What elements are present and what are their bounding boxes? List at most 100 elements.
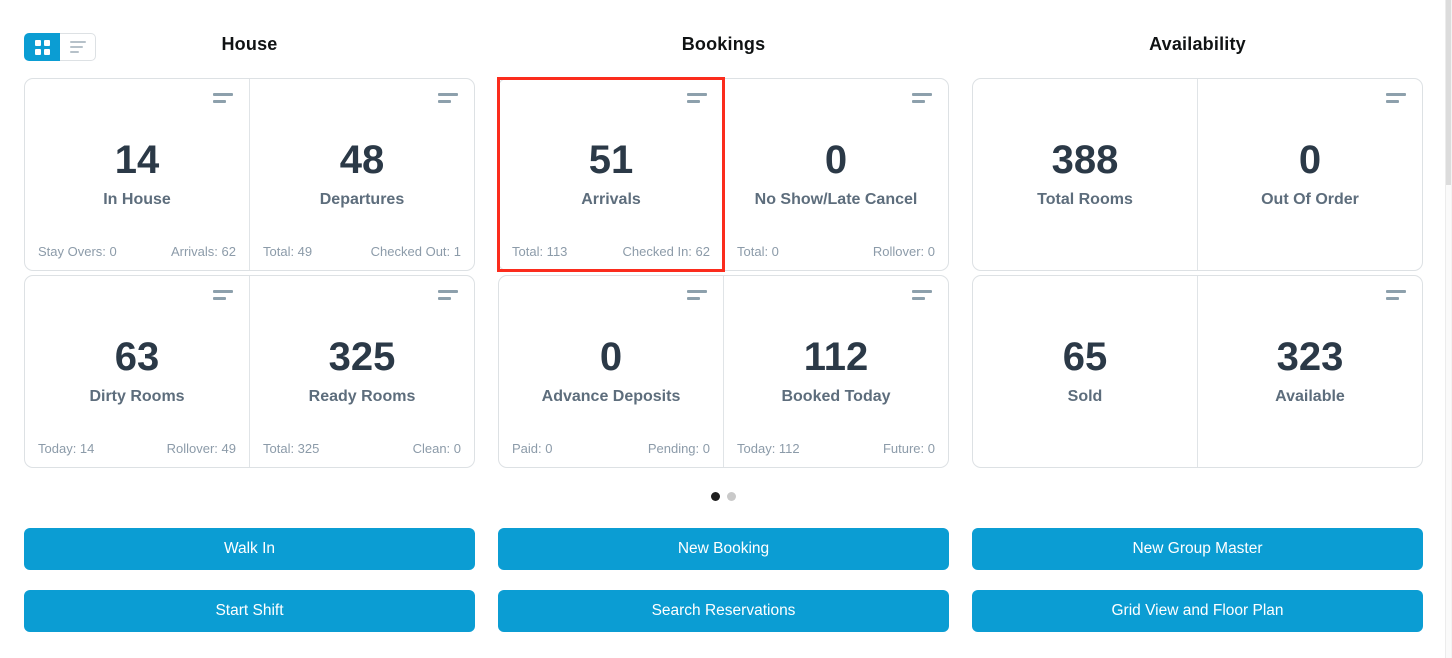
stat-footer: Stay Overs: 0 Arrivals: 62: [38, 244, 236, 259]
stat-card-sold[interactable]: 65 Sold: [973, 276, 1198, 467]
stat-footer-right: Rollover: 49: [166, 441, 236, 456]
availability-row-2: 65 Sold 323 Available: [972, 275, 1423, 468]
bookings-row-1: 51 Arrivals Total: 113 Checked In: 62 0 …: [497, 77, 949, 272]
stat-label: Sold: [1067, 388, 1103, 405]
stat-footer: Today: 14 Rollover: 49: [38, 441, 236, 456]
stat-value: 388: [1051, 138, 1119, 182]
panel-house: 14 In House Stay Overs: 0 Arrivals: 62 4…: [24, 78, 475, 468]
stat-footer: Today: 112 Future: 0: [737, 441, 935, 456]
view-toggle: [24, 33, 96, 61]
stat-card-arrivals-selected[interactable]: 51 Arrivals Total: 113 Checked In: 62: [497, 77, 725, 272]
stat-footer-left: Stay Overs: 0: [38, 244, 117, 259]
stat-value: 51: [588, 138, 634, 182]
stat-card-advance-deposits[interactable]: 0 Advance Deposits Paid: 0 Pending: 0: [499, 276, 724, 467]
new-booking-button[interactable]: New Booking: [498, 528, 949, 570]
card-menu-icon[interactable]: [438, 93, 458, 103]
stat-footer-right: Arrivals: 62: [170, 244, 236, 259]
new-group-master-button[interactable]: New Group Master: [972, 528, 1423, 570]
stat-card-available[interactable]: 323 Available: [1198, 276, 1422, 467]
grid-view-floor-plan-button[interactable]: Grid View and Floor Plan: [972, 590, 1423, 632]
stat-label: Arrivals: [581, 191, 641, 208]
stat-footer-left: Total: 49: [263, 244, 313, 259]
stat-value: 65: [1062, 335, 1108, 379]
column-title-bookings: Bookings: [681, 34, 766, 54]
card-menu-icon[interactable]: [213, 93, 233, 103]
grid-view-icon: [34, 39, 50, 55]
pagination: [24, 492, 1423, 501]
stat-footer-right: Checked Out: 1: [370, 244, 461, 259]
availability-row-1: 388 Total Rooms 0 Out Of Order: [972, 78, 1423, 271]
action-buttons: Walk In New Booking New Group Master Sta…: [24, 528, 1423, 632]
stat-footer-right: Pending: 0: [647, 441, 710, 456]
bookings-row-2: 0 Advance Deposits Paid: 0 Pending: 0 11…: [498, 275, 949, 468]
stat-value: 63: [114, 335, 160, 379]
column-titles: House Bookings Availability: [24, 34, 1423, 55]
stat-label: Booked Today: [781, 388, 891, 405]
stat-value: 323: [1276, 335, 1344, 379]
stat-footer-left: Total: 325: [263, 441, 320, 456]
list-view-icon: [69, 41, 86, 53]
stat-footer-right: Future: 0: [882, 441, 935, 456]
stat-footer-left: Total: 0: [737, 244, 779, 259]
stat-value: 48: [339, 138, 385, 182]
card-menu-icon[interactable]: [687, 93, 707, 103]
stat-label: Available: [1275, 388, 1345, 405]
stat-footer: Total: 0 Rollover: 0: [737, 244, 935, 259]
card-menu-icon[interactable]: [438, 290, 458, 300]
stat-card-total-rooms[interactable]: 388 Total Rooms: [973, 79, 1198, 270]
stat-label: Ready Rooms: [308, 388, 416, 405]
scrollbar-thumb[interactable]: [1446, 0, 1451, 185]
stat-footer: Total: 49 Checked Out: 1: [263, 244, 461, 259]
stat-footer: Total: 113 Checked In: 62: [512, 244, 710, 259]
pagination-dot-2[interactable]: [727, 492, 736, 501]
card-menu-icon[interactable]: [213, 290, 233, 300]
stat-label: Total Rooms: [1037, 191, 1133, 208]
card-menu-icon[interactable]: [687, 290, 707, 300]
stat-card-ready-rooms[interactable]: 325 Ready Rooms Total: 325 Clean: 0: [250, 276, 474, 467]
stat-footer-right: Checked In: 62: [622, 244, 710, 259]
stat-card-out-of-order[interactable]: 0 Out Of Order: [1198, 79, 1422, 270]
stat-footer-left: Total: 113: [512, 244, 568, 259]
stat-value: 14: [114, 138, 160, 182]
stat-label: Out Of Order: [1261, 191, 1359, 208]
stat-card-departures[interactable]: 48 Departures Total: 49 Checked Out: 1: [250, 79, 474, 270]
start-shift-button[interactable]: Start Shift: [24, 590, 475, 632]
stat-card-in-house[interactable]: 14 In House Stay Overs: 0 Arrivals: 62: [25, 79, 250, 270]
stat-label: No Show/Late Cancel: [754, 191, 918, 208]
stat-value: 0: [1298, 138, 1322, 182]
search-reservations-button[interactable]: Search Reservations: [498, 590, 949, 632]
walk-in-button[interactable]: Walk In: [24, 528, 475, 570]
stat-label: Dirty Rooms: [89, 388, 185, 405]
list-view-button[interactable]: [60, 33, 96, 61]
house-row-1: 14 In House Stay Overs: 0 Arrivals: 62 4…: [24, 78, 475, 271]
stat-value: 112: [803, 335, 869, 379]
card-menu-icon[interactable]: [1386, 93, 1406, 103]
stat-value: 325: [328, 335, 396, 379]
stat-footer-left: Today: 112: [737, 441, 800, 456]
stat-footer-right: Clean: 0: [412, 441, 461, 456]
stat-footer-left: Today: 14: [38, 441, 95, 456]
stat-value: 0: [824, 138, 848, 182]
card-menu-icon[interactable]: [912, 290, 932, 300]
panel-availability: 388 Total Rooms 0 Out Of Order 65 Sold: [972, 78, 1423, 468]
card-menu-icon[interactable]: [912, 93, 932, 103]
stat-label: In House: [103, 191, 171, 208]
stat-label: Departures: [319, 191, 405, 208]
stat-label: Advance Deposits: [541, 388, 681, 405]
stat-card-booked-today[interactable]: 112 Booked Today Today: 112 Future: 0: [724, 276, 948, 467]
stat-footer-right: Rollover: 0: [872, 244, 935, 259]
stat-card-dirty-rooms[interactable]: 63 Dirty Rooms Today: 14 Rollover: 49: [25, 276, 250, 467]
vertical-scrollbar[interactable]: [1445, 0, 1452, 658]
pagination-dot-1[interactable]: [711, 492, 720, 501]
stat-footer: Paid: 0 Pending: 0: [512, 441, 710, 456]
stat-card-no-show-late-cancel[interactable]: 0 No Show/Late Cancel Total: 0 Rollover:…: [724, 79, 948, 270]
panel-bookings: 51 Arrivals Total: 113 Checked In: 62 0 …: [497, 77, 949, 468]
stat-value: 0: [599, 335, 623, 379]
column-title-house: House: [221, 34, 278, 54]
stat-footer: Total: 325 Clean: 0: [263, 441, 461, 456]
house-row-2: 63 Dirty Rooms Today: 14 Rollover: 49 32…: [24, 275, 475, 468]
stat-panels: 14 In House Stay Overs: 0 Arrivals: 62 4…: [24, 77, 1423, 468]
card-menu-icon[interactable]: [1386, 290, 1406, 300]
grid-view-button[interactable]: [24, 33, 60, 61]
